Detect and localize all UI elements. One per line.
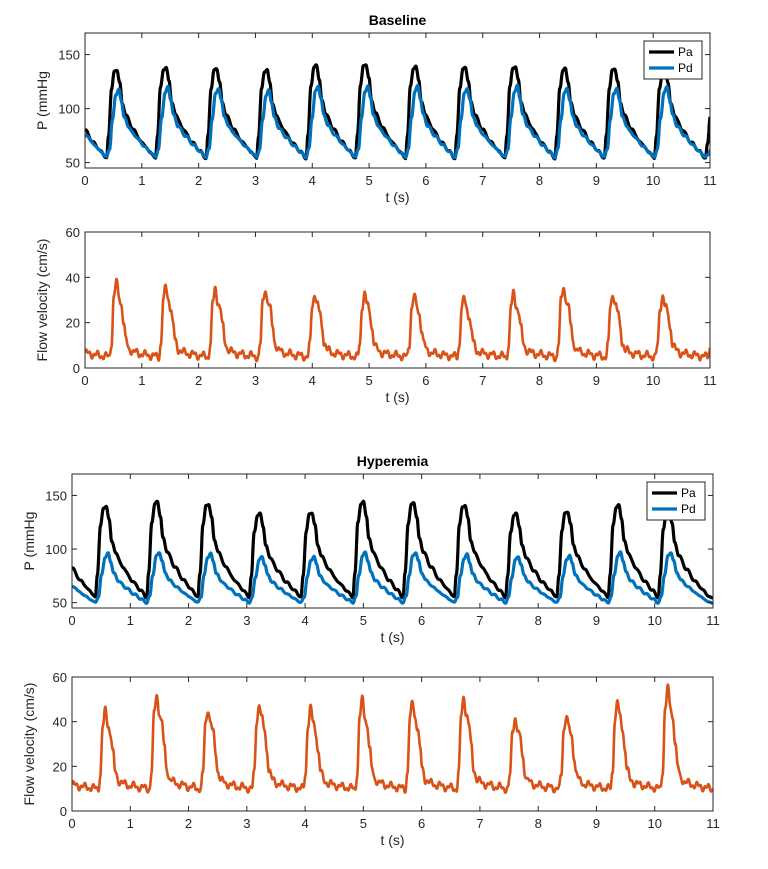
x-tick-label: 2 [185, 613, 192, 628]
hyperemia-flow-chart: 0 1 2 3 4 5 6 7 8 9 10 11 0 20 40 60 t (s) Flow velocity … [21, 670, 720, 848]
series-pa-line [72, 499, 713, 600]
x-tick-label: 10 [646, 173, 660, 188]
series-flow-line [72, 683, 713, 794]
x-tick-label: 3 [243, 613, 250, 628]
x-tick-label: 2 [195, 373, 202, 388]
x-tick-label: 0 [68, 613, 75, 628]
x-axis-label: t (s) [385, 189, 409, 205]
y-tick-label: 40 [53, 715, 67, 730]
y-tick-label: 150 [45, 488, 67, 503]
x-tick-label: 3 [243, 816, 250, 831]
x-tick-label: 7 [479, 173, 486, 188]
y-tick-label: 20 [66, 316, 80, 331]
series-pd-line [72, 550, 713, 605]
x-tick-label: 7 [476, 816, 483, 831]
x-tick-label: 5 [365, 373, 372, 388]
x-tick-label: 6 [422, 373, 429, 388]
x-tick-label: 11 [706, 816, 720, 831]
y-tick-label: 60 [66, 225, 80, 240]
y-axis-label: Flow velocity (cm/s) [21, 683, 37, 806]
x-tick-label: 5 [360, 613, 367, 628]
x-tick-label: 8 [535, 816, 542, 831]
y-tick-label: 100 [45, 542, 67, 557]
plot-area [72, 677, 713, 811]
y-tick-label: 0 [73, 361, 80, 376]
x-axis-label: t (s) [380, 832, 404, 848]
plot-area [85, 232, 710, 368]
x-tick-label: 11 [703, 173, 717, 188]
x-tick-label: 4 [309, 373, 316, 388]
x-tick-label: 10 [647, 613, 661, 628]
x-tick-label: 9 [593, 613, 600, 628]
x-tick-label: 3 [252, 173, 259, 188]
x-tick-label: 7 [476, 613, 483, 628]
x-tick-label: 1 [127, 816, 134, 831]
legend-label-pd: Pd [678, 61, 693, 75]
series-pd-line [85, 83, 710, 160]
baseline-pressure-chart: 0 1 2 3 4 5 6 7 8 9 10 11 50 100 150 t (s) P (mmHg Baseli… [34, 12, 717, 205]
x-tick-label: 1 [127, 613, 134, 628]
x-tick-label: 10 [647, 816, 661, 831]
x-axis-label: t (s) [385, 389, 409, 405]
legend: Pa Pd [646, 481, 706, 521]
baseline-flow-chart: 0 1 2 3 4 5 6 7 8 9 10 11 0 20 40 60 t (s) Flow velocity … [34, 225, 717, 405]
x-tick-label: 4 [301, 613, 308, 628]
legend-label-pa: Pa [678, 45, 693, 59]
y-tick-label: 0 [60, 804, 67, 819]
x-tick-label: 4 [309, 173, 316, 188]
x-tick-label: 8 [536, 173, 543, 188]
x-tick-label: 7 [479, 373, 486, 388]
x-axis-label: t (s) [380, 629, 404, 645]
y-tick-label: 150 [58, 48, 80, 63]
y-tick-label: 100 [58, 102, 80, 117]
x-tick-label: 1 [138, 373, 145, 388]
y-axis-label: P (mmHg [21, 512, 37, 571]
axes-frame [71, 473, 714, 609]
series-flow-line [85, 277, 710, 363]
y-tick-label: 60 [53, 670, 67, 685]
x-tick-label: 9 [593, 173, 600, 188]
x-tick-label: 4 [301, 816, 308, 831]
x-tick-label: 2 [185, 816, 192, 831]
chart-title: Baseline [369, 12, 427, 28]
x-tick-label: 8 [535, 613, 542, 628]
x-tick-label: 11 [706, 613, 720, 628]
y-tick-label: 50 [53, 596, 67, 611]
x-tick-label: 10 [646, 373, 660, 388]
y-tick-label: 50 [66, 156, 80, 171]
x-tick-label: 11 [703, 373, 717, 388]
axes-frame [84, 32, 711, 169]
x-tick-label: 1 [138, 173, 145, 188]
y-tick-label: 40 [66, 270, 80, 285]
plot-area [72, 474, 713, 608]
axes-frame [71, 676, 714, 812]
y-axis-label: Flow velocity (cm/s) [34, 239, 50, 362]
x-tick-label: 9 [593, 373, 600, 388]
legend-box [646, 481, 706, 521]
x-tick-label: 6 [418, 816, 425, 831]
x-tick-label: 3 [252, 373, 259, 388]
legend-box [643, 40, 703, 80]
x-tick-label: 0 [81, 173, 88, 188]
x-tick-label: 2 [195, 173, 202, 188]
x-tick-label: 9 [593, 816, 600, 831]
y-axis-label: P (mmHg [34, 71, 50, 130]
x-tick-label: 0 [81, 373, 88, 388]
x-tick-label: 6 [422, 173, 429, 188]
x-tick-label: 6 [418, 613, 425, 628]
x-tick-label: 0 [68, 816, 75, 831]
hyperemia-pressure-chart: 0 1 2 3 4 5 6 7 8 9 10 11 50 100 150 t (s) P (mmHg Hypere… [21, 453, 720, 645]
x-tick-label: 5 [365, 173, 372, 188]
legend-label-pd: Pd [681, 502, 696, 516]
legend-label-pa: Pa [681, 486, 696, 500]
legend: Pa Pd [643, 40, 703, 80]
y-tick-label: 20 [53, 759, 67, 774]
chart-title: Hyperemia [357, 453, 429, 469]
x-tick-label: 5 [360, 816, 367, 831]
axes-frame [84, 231, 711, 369]
x-tick-label: 8 [536, 373, 543, 388]
